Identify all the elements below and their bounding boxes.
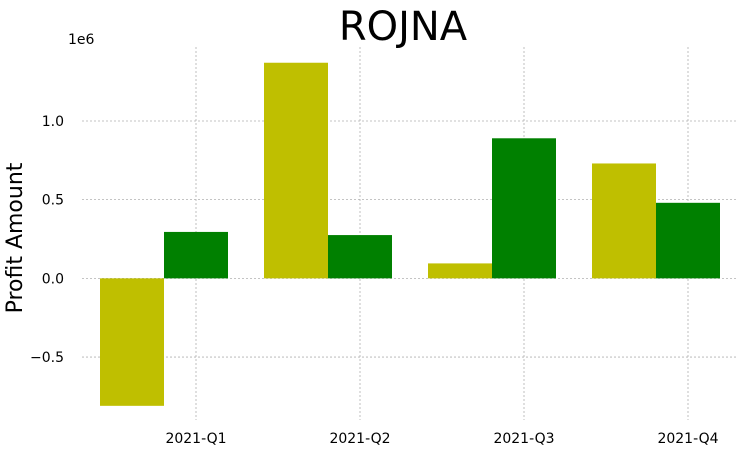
bar <box>592 163 656 279</box>
bar <box>492 138 556 279</box>
bar <box>264 62 328 279</box>
y-axis-label: Profit Amount <box>3 162 28 313</box>
y-tick-label: −0.5 <box>30 350 64 366</box>
x-tick-label: 2021-Q4 <box>657 431 718 447</box>
bar <box>656 202 720 279</box>
chart-title: ROJNA <box>339 4 468 50</box>
bar <box>164 231 228 279</box>
x-tick-label: 2021-Q1 <box>165 431 226 447</box>
y-tick-label: 1.0 <box>42 114 64 130</box>
y-tick-label: 0.5 <box>42 193 64 209</box>
x-tick-label: 2021-Q2 <box>329 431 390 447</box>
bar <box>428 263 492 279</box>
x-tick-label: 2021-Q3 <box>493 431 554 447</box>
y-offset-label: 1e6 <box>68 32 95 48</box>
y-ticks: −0.5 0.0 0.5 1.0 <box>30 114 64 366</box>
bars <box>100 62 720 406</box>
x-ticks: 2021-Q1 2021-Q2 2021-Q3 2021-Q4 <box>165 431 718 447</box>
bar <box>328 235 392 279</box>
y-tick-label: 0.0 <box>42 271 64 287</box>
bar <box>100 278 164 406</box>
